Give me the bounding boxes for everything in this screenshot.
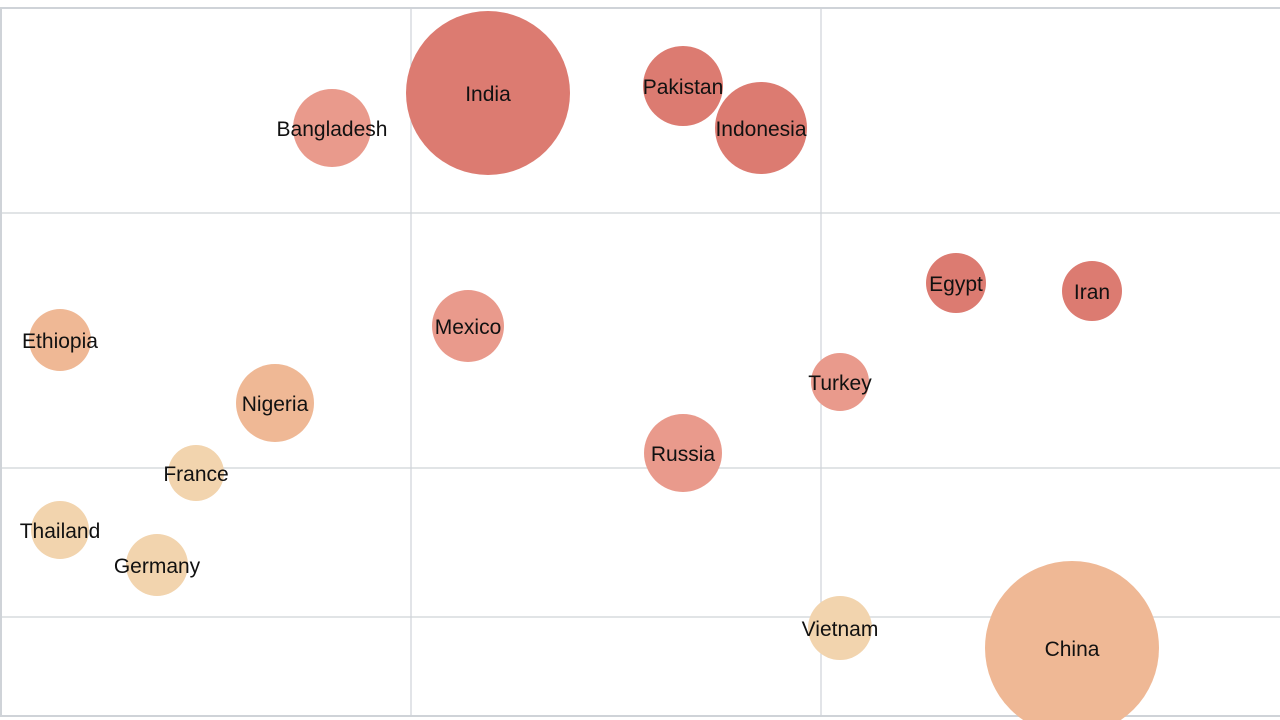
bubble-nigeria: [236, 364, 314, 442]
label-mexico: Mexico: [435, 316, 502, 339]
label-russia: Russia: [651, 443, 716, 466]
label-india: India: [465, 83, 511, 106]
label-vietnam: Vietnam: [802, 618, 879, 641]
bubble-russia: [644, 414, 722, 492]
bubble-iran: [1062, 261, 1122, 321]
bubble-indonesia: [715, 82, 807, 174]
label-egypt: Egypt: [929, 273, 983, 296]
label-france: France: [163, 463, 228, 486]
bubble-germany: [126, 534, 188, 596]
bubble-turkey: [811, 353, 869, 411]
bubble-thailand: [31, 501, 89, 559]
label-bangladesh: Bangladesh: [277, 118, 388, 141]
label-pakistan: Pakistan: [643, 76, 724, 99]
bubble-india: [406, 11, 570, 175]
bubble-bangladesh: [293, 89, 371, 167]
bubble-pakistan: [643, 46, 723, 126]
bubble-france: [168, 445, 224, 501]
label-china: China: [1045, 638, 1100, 661]
label-turkey: Turkey: [808, 372, 872, 395]
bubble-mexico: [432, 290, 504, 362]
bubble-ethiopia: [29, 309, 91, 371]
label-indonesia: Indonesia: [715, 118, 806, 141]
bubble-china: [985, 561, 1159, 720]
label-nigeria: Nigeria: [242, 393, 309, 416]
label-layer: India Pakistan Indonesia Bangladesh Egypt Ira…: [20, 76, 1110, 661]
label-germany: Germany: [114, 555, 201, 578]
plot-frame: [0, 7, 1280, 717]
label-iran: Iran: [1074, 281, 1110, 304]
label-ethiopia: Ethiopia: [22, 330, 98, 353]
bubble-egypt: [926, 253, 986, 313]
bubble-layer: [29, 11, 1159, 720]
label-thailand: Thailand: [20, 520, 101, 543]
bubble-vietnam: [808, 596, 872, 660]
